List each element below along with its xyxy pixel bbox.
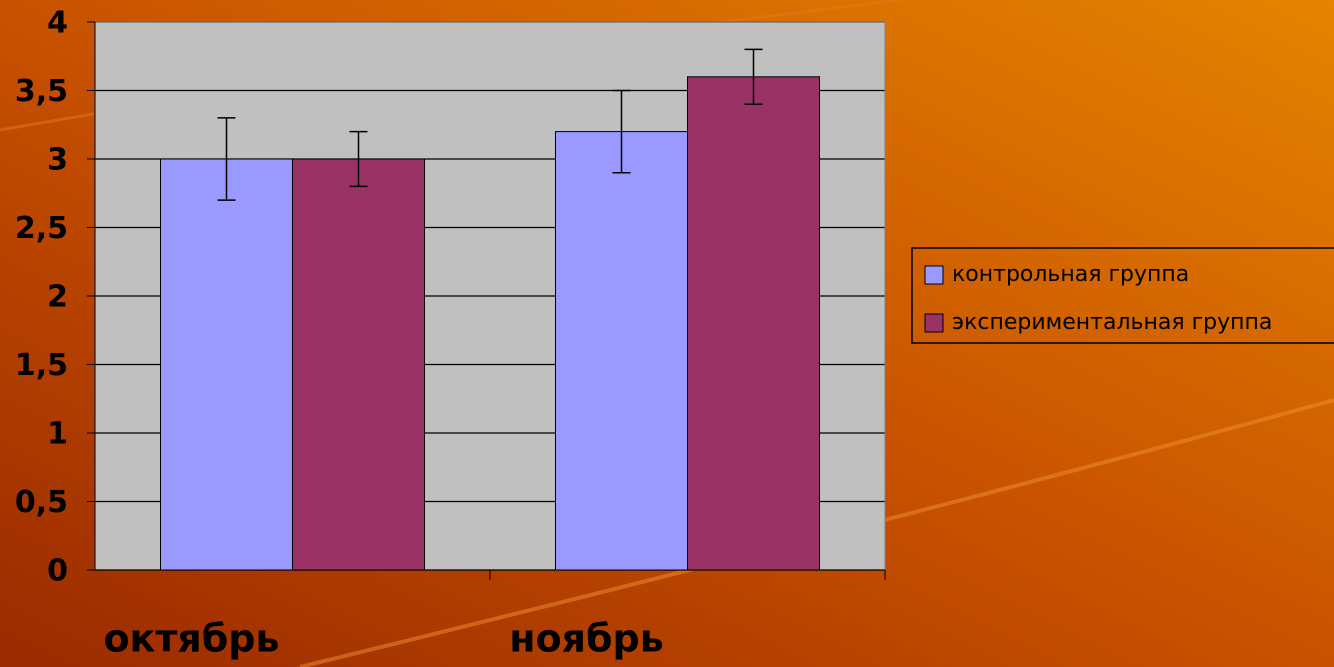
y-tick-label: 2,5 xyxy=(15,211,68,246)
bar xyxy=(555,131,688,571)
y-tick-label: 0 xyxy=(47,554,68,589)
y-tick-label: 3 xyxy=(47,143,68,178)
legend-label: экспериментальная группа xyxy=(952,310,1272,335)
legend-swatch xyxy=(924,313,944,333)
y-tick-label: 0,5 xyxy=(15,485,68,520)
y-tick-label: 2 xyxy=(47,280,68,315)
bars xyxy=(160,48,820,571)
legend-label: контрольная группа xyxy=(952,262,1189,287)
legend-swatch xyxy=(924,265,944,285)
x-tick-label: октябрь xyxy=(103,617,279,661)
y-tick-label: 1,5 xyxy=(15,348,68,383)
y-tick-label: 3,5 xyxy=(15,74,68,109)
error-bar xyxy=(612,89,631,174)
y-tick-label: 4 xyxy=(47,6,68,41)
error-bar xyxy=(217,117,236,201)
bar xyxy=(292,158,425,571)
legend xyxy=(911,247,1334,344)
error-bar xyxy=(349,130,368,188)
bar xyxy=(687,76,820,571)
error-bar xyxy=(744,48,763,105)
bar xyxy=(160,158,293,571)
y-tick-label: 1 xyxy=(47,417,68,452)
x-tick-label: ноябрь xyxy=(509,617,664,661)
